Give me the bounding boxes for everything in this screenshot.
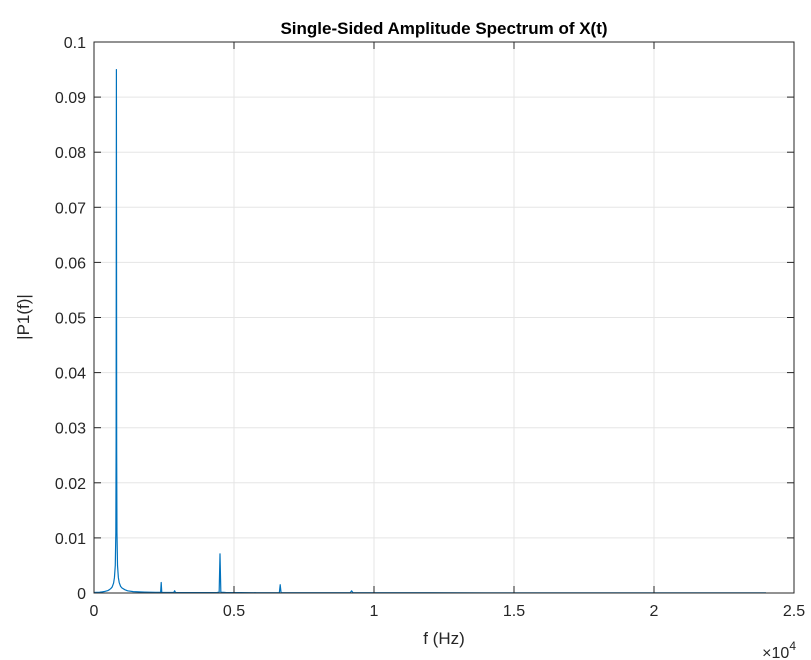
x-multiplier-base: ×10	[762, 645, 789, 660]
grid	[94, 42, 794, 593]
x-tick-label: 0.5	[223, 603, 245, 620]
y-tick-label: 0.06	[55, 255, 86, 272]
y-tick-label: 0.04	[55, 366, 86, 383]
ticks: 0 0.5 1 1.5 2 2.5 0 0.01 0.02 0.03 0.04 0.05 0.06 0.0…	[55, 35, 805, 620]
y-tick-label: 0.08	[55, 145, 86, 162]
x-tick-label: 0	[90, 603, 99, 620]
x-multiplier-exponent: 4	[789, 639, 796, 653]
y-axis-label: |P1(f)|	[14, 294, 33, 340]
chart-title: Single-Sided Amplitude Spectrum of X(t)	[280, 19, 607, 38]
x-tick-label: 1.5	[503, 603, 525, 620]
x-axis-label: f (Hz)	[423, 629, 465, 648]
y-tick-label: 0.07	[55, 200, 86, 217]
y-tick-label: 0.09	[55, 90, 86, 107]
y-tick-label: 0.1	[64, 35, 86, 52]
x-tick-label: 2	[650, 603, 659, 620]
y-tick-label: 0.03	[55, 421, 86, 438]
y-tick-label: 0.01	[55, 531, 86, 548]
y-tick-label: 0.02	[55, 476, 86, 493]
x-axis-multiplier: ×104	[762, 639, 796, 660]
x-tick-label: 2.5	[783, 603, 805, 620]
x-tick-label: 1	[370, 603, 379, 620]
y-tick-label: 0.05	[55, 311, 86, 328]
y-tick-label: 0	[77, 586, 86, 603]
